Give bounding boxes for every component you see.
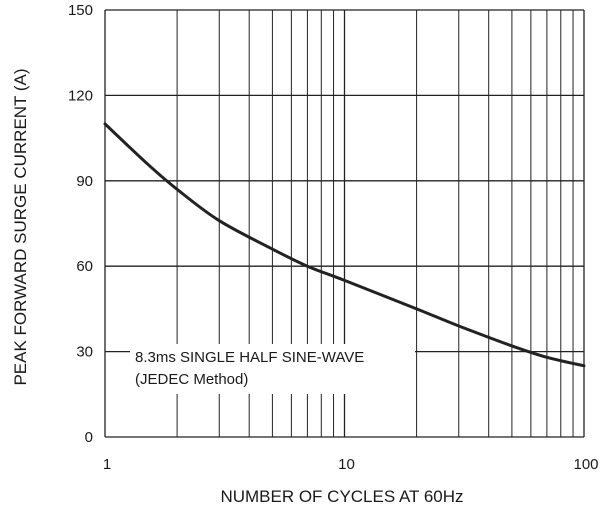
x-tick-label: 100 bbox=[573, 456, 598, 473]
line-layer bbox=[103, 122, 586, 368]
y-tick-label: 90 bbox=[76, 173, 93, 190]
y-tick-label: 120 bbox=[68, 87, 93, 104]
annotation-line-2: (JEDEC Method) bbox=[135, 371, 248, 388]
y-tick-label: 60 bbox=[76, 258, 93, 275]
x-axis-title: NUMBER OF CYCLES AT 60Hz bbox=[220, 487, 463, 506]
tick-layer: 0 30 60 90 120 150 1 10 100 bbox=[68, 2, 599, 473]
annotation-line-1: 8.3ms SINGLE HALF SINE-WAVE bbox=[135, 349, 364, 366]
y-tick-label: 150 bbox=[68, 2, 93, 19]
y-axis-title: PEAK FORWARD SURGE CURRENT (A) bbox=[11, 68, 30, 385]
x-tick-label: 1 bbox=[103, 456, 111, 473]
annotation-background bbox=[130, 344, 415, 394]
surge-current-curve bbox=[103, 122, 586, 368]
y-tick-label: 0 bbox=[85, 429, 93, 446]
y-tick-label: 30 bbox=[76, 344, 93, 361]
x-tick-label: 10 bbox=[338, 456, 355, 473]
